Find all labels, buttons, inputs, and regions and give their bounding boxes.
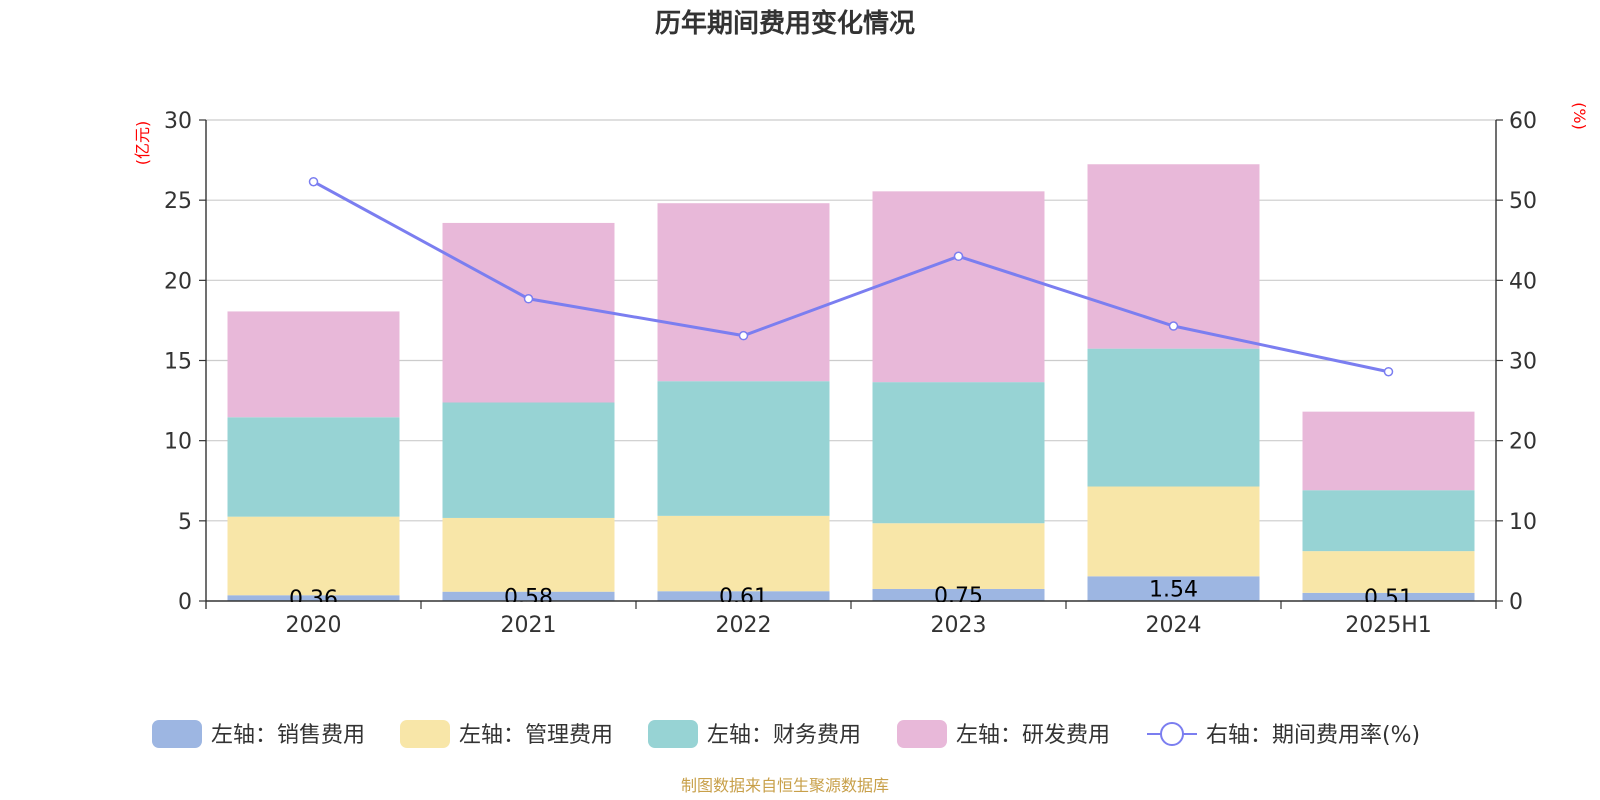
right-tick-label: 20 xyxy=(1509,430,1537,455)
bar-segment xyxy=(1302,592,1475,601)
right-tick-label: 60 xyxy=(1509,109,1537,134)
bar-segment xyxy=(442,591,615,601)
source-note: 制图数据来自恒生聚源数据库 xyxy=(681,776,889,795)
chart-title: 历年期间费用变化情况 xyxy=(655,8,915,39)
data-labels: 0.36 0.58 0.61 0.75 1.54 0.51 xyxy=(205,578,1497,612)
gridlines xyxy=(206,119,1496,522)
bars xyxy=(227,164,1475,601)
right-tick-label: 40 xyxy=(1509,269,1537,294)
rate-point xyxy=(953,251,964,262)
bar-segment xyxy=(1302,411,1475,491)
rate-point xyxy=(308,176,319,187)
left-tick-label: 20 xyxy=(164,269,192,294)
rate-point xyxy=(1168,321,1179,331)
rate-point xyxy=(523,294,534,304)
legend-swatch xyxy=(897,720,947,748)
legend-swatch xyxy=(648,720,698,748)
bar-segment xyxy=(657,591,830,601)
bar-segment xyxy=(442,517,615,592)
x-tick-label: 2021 xyxy=(501,613,557,638)
legend-circle-swatch xyxy=(1160,722,1184,746)
legend-swatch xyxy=(152,720,202,748)
right-tick-label: 30 xyxy=(1509,350,1537,375)
bar-segment xyxy=(872,523,1045,589)
bar-segment xyxy=(227,417,400,517)
bar-segment xyxy=(442,402,615,518)
rate-line xyxy=(308,176,1394,377)
right-axis-unit: (%) xyxy=(1570,102,1589,130)
bar-segment xyxy=(1087,164,1260,349)
bar-segment xyxy=(1087,486,1260,577)
bar-segment xyxy=(1087,348,1260,487)
bar-segment xyxy=(657,203,830,382)
bar-segment xyxy=(657,515,830,592)
legend-label: 左轴：管理费用 xyxy=(459,723,613,748)
bar-segment xyxy=(872,382,1045,524)
left-tick-label: 5 xyxy=(178,510,192,535)
x-tick-label: 2022 xyxy=(716,613,772,638)
x-tick-label: 2025H1 xyxy=(1345,613,1432,638)
legend-label: 左轴：销售费用 xyxy=(211,723,365,748)
rate-line-path xyxy=(312,180,1389,374)
bar-segment xyxy=(1302,490,1475,552)
left-tick-label: 10 xyxy=(164,430,192,455)
right-tick-label: 0 xyxy=(1509,590,1523,615)
left-tick-label: 15 xyxy=(164,350,192,375)
bar-segment xyxy=(1087,576,1260,601)
legend-label: 左轴：研发费用 xyxy=(956,723,1110,748)
left-tick-label: 0 xyxy=(178,590,192,615)
rate-point xyxy=(738,330,749,341)
legend-label: 左轴：财务费用 xyxy=(707,723,861,748)
left-axis-unit: (亿元) xyxy=(133,121,152,166)
data-label: 1.54 xyxy=(1149,578,1198,603)
bar-segment xyxy=(872,588,1045,601)
bar-segment xyxy=(1302,551,1475,593)
x-tick-label: 2023 xyxy=(931,613,987,638)
bar-segment xyxy=(872,191,1045,383)
left-tick-label: 30 xyxy=(164,109,192,134)
legend-label: 右轴：期间费用率(%) xyxy=(1206,723,1420,748)
legend-swatch xyxy=(400,720,450,748)
x-tick-label: 2024 xyxy=(1146,613,1202,638)
right-tick-label: 50 xyxy=(1509,189,1537,214)
right-tick-label: 10 xyxy=(1509,510,1537,535)
bar-segment xyxy=(227,516,400,596)
bar-segment xyxy=(227,311,400,418)
x-tick-label: 2020 xyxy=(286,613,342,638)
bar-segment xyxy=(227,595,400,601)
bar-segment xyxy=(657,381,830,516)
legend: 左轴：销售费用 左轴：管理费用 左轴：财务费用 左轴：研发费用 右轴：期间费用率(%) xyxy=(152,720,1420,748)
left-tick-label: 25 xyxy=(164,189,192,214)
bar-segment xyxy=(442,222,615,403)
rate-point xyxy=(1383,366,1394,377)
